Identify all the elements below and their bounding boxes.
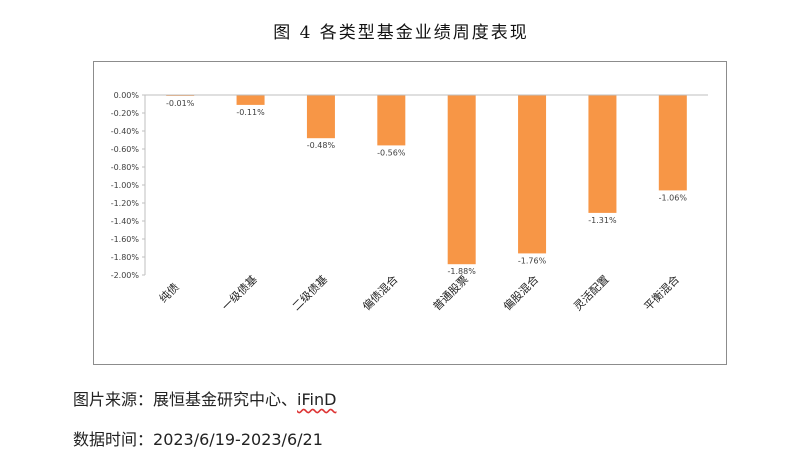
category-label: 二级债基 xyxy=(289,272,330,313)
category-label: 一级债基 xyxy=(219,272,260,313)
data-label: -0.56% xyxy=(377,148,406,157)
figure-title: 图 4 各类型基金业绩周度表现 xyxy=(273,23,529,43)
y-tick-label: -1.40% xyxy=(111,217,140,226)
data-label: -1.06% xyxy=(659,193,688,202)
date-line: 数据时间：2023/6/19-2023/6/21 xyxy=(73,426,323,450)
source-label: 图片来源： xyxy=(73,390,154,409)
category-label: 灵活配置 xyxy=(571,273,611,313)
y-tick-label: -0.20% xyxy=(111,109,140,118)
bar xyxy=(236,95,265,105)
category-label: 普通股票 xyxy=(430,272,471,313)
source-brand: iFinD xyxy=(297,390,337,409)
y-tick-label: -1.00% xyxy=(111,181,140,190)
y-tick-label: -0.40% xyxy=(111,127,140,136)
bar-chart: 0.00% -0.20% -0.40% -0.60% -0.80% -1.00% -1.20… xyxy=(111,91,708,313)
category-label: 平衡混合 xyxy=(641,272,682,313)
bar xyxy=(447,95,476,265)
source-text: 展恒基金研究中心、 xyxy=(153,390,298,409)
data-label: -1.76% xyxy=(518,256,547,265)
category-label: 偏债混合 xyxy=(359,272,400,313)
y-tick-label: -1.80% xyxy=(111,253,140,262)
data-label: -1.88% xyxy=(448,267,477,276)
bar xyxy=(377,95,406,146)
date-text: 2023/6/19-2023/6/21 xyxy=(153,430,323,449)
data-label: -1.31% xyxy=(588,216,617,225)
y-tick-label: -0.80% xyxy=(111,163,140,172)
data-label: -0.48% xyxy=(307,141,336,150)
source-line: 图片来源：展恒基金研究中心、iFinD xyxy=(73,386,336,410)
y-tick-label: -0.60% xyxy=(111,145,140,154)
category-label: 纯债 xyxy=(156,280,181,305)
y-tick-label: -2.00% xyxy=(111,271,140,280)
y-tick-label: 0.00% xyxy=(114,91,140,100)
bar xyxy=(588,95,617,213)
bar xyxy=(306,95,335,139)
chart-frame: 0.00% -0.20% -0.40% -0.60% -0.80% -1.00% -1.20… xyxy=(93,61,727,365)
date-label: 数据时间： xyxy=(73,430,154,449)
data-label: -0.01% xyxy=(166,99,195,108)
bar xyxy=(518,95,547,254)
data-label: -0.11% xyxy=(236,108,265,117)
category-label: 偏股混合 xyxy=(500,272,541,313)
bar xyxy=(658,95,687,191)
y-tick-label: -1.20% xyxy=(111,199,140,208)
y-tick-label: -1.60% xyxy=(111,235,140,244)
